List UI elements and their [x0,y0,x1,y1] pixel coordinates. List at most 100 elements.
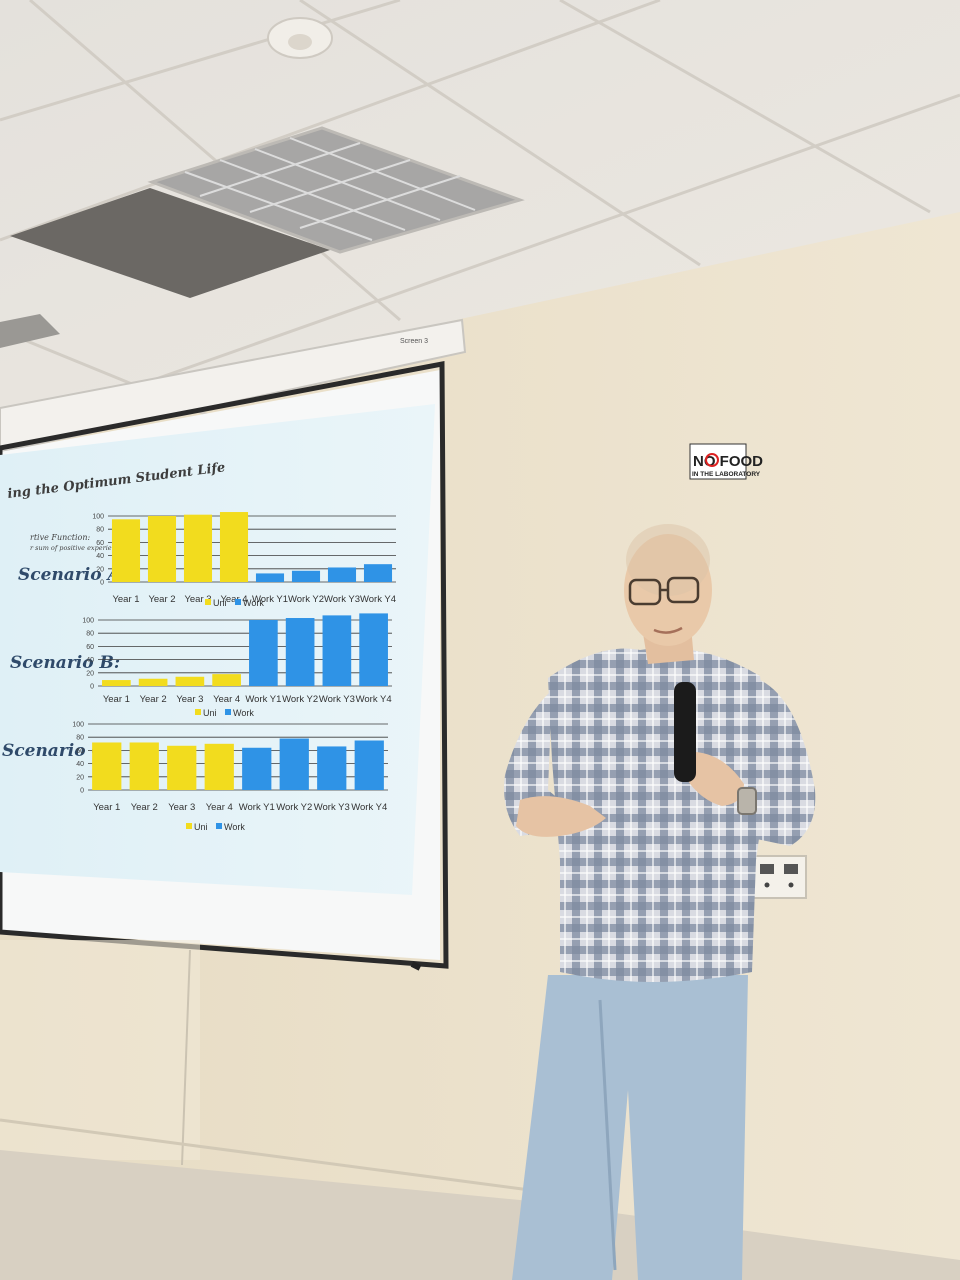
legend-swatch [235,599,241,605]
y-tick-label: 20 [86,670,94,677]
y-tick-label: 80 [96,527,104,534]
air-vent [10,188,330,298]
y-tick-label: 0 [90,684,94,691]
category-label: Year 1 [112,594,139,605]
category-label: Year 4 [213,694,240,705]
category-label: Year 2 [140,694,167,705]
category-label: Work Y4 [351,802,387,813]
bar-work-7 [317,746,347,790]
y-tick-label: 60 [96,540,104,547]
legend-label: Work [224,822,245,832]
y-tick-label: 100 [92,514,104,521]
y-tick-label: 60 [86,644,94,651]
y-tick-label: 80 [86,631,94,638]
scenario-chart-1: Scenario A:0 20 40 60 80 100 Year 1 Year 2 Year … [18,512,396,608]
right-hand [682,751,744,806]
legend-swatch [195,709,201,715]
scenario-title: Scenario C: [2,741,111,761]
category-label: Year 2 [131,802,158,813]
bar-uni-3 [167,745,197,790]
bar-work-6 [291,570,321,582]
category-label: Work Y4 [356,694,392,705]
bar-uni-3 [183,514,213,582]
projector-screen: Screen 3 [0,318,467,971]
bar-uni-3 [175,676,205,686]
bar-uni-1 [92,742,122,790]
bar-uni-4 [212,674,241,686]
y-tick-label: 0 [80,788,84,795]
bar-work-6 [279,738,309,790]
legend-swatch [216,823,222,829]
legend-label: Work [233,708,254,718]
legend-label: Uni [194,822,208,832]
y-tick-label: 40 [96,553,104,560]
presenter [504,524,816,1280]
category-label: Work Y2 [282,694,318,705]
slide-content: ing the Optimum Student Life rtive Funct… [2,460,396,832]
y-tick-label: 40 [86,657,94,664]
category-label: Work Y3 [319,694,355,705]
bar-work-7 [327,567,357,582]
jeans [512,975,748,1280]
glasses-icon [628,576,700,606]
bar-uni-1 [111,519,141,582]
bar-work-8 [354,740,384,790]
category-label: Year 1 [103,694,130,705]
bar-work-5 [255,573,285,582]
scenario-title: Scenario B: [10,653,120,673]
category-label: Year 4 [206,802,233,813]
legend-swatch [186,823,192,829]
scenario-title: Scenario A: [18,565,127,585]
category-label: Year 1 [93,802,120,813]
legend-swatch [205,599,211,605]
category-label: Year 4 [220,594,247,605]
bar-work-6 [285,618,315,686]
y-tick-label: 100 [82,618,94,625]
category-label: Year 3 [184,594,211,605]
sign-line-2: IN THE LABORATORY [692,471,761,478]
category-label: Work Y3 [324,594,360,605]
bar-uni-1 [102,680,131,686]
legend-swatch [225,709,231,715]
category-label: Work Y2 [288,594,324,605]
no-food-sign: NO FOOD IN THE LABORATORY [689,443,763,480]
bar-work-7 [322,615,352,686]
no-symbol-icon [705,453,719,467]
bar-uni-4 [219,512,249,582]
sign-line-1: NO FOOD [693,453,763,470]
scenario-chart-2: Scenario B: 0 20 40 60 80 100 Year 1 Year 2 Year … [10,613,392,718]
category-label: Year 3 [176,694,203,705]
left-hand [516,796,606,837]
category-label: Work Y1 [239,802,275,813]
category-label: Work Y3 [314,802,350,813]
wristwatch [737,787,757,815]
bar-work-8 [359,613,388,686]
y-tick-label: 60 [76,748,84,755]
legend-label: Uni [203,708,217,718]
category-label: Work Y1 [252,594,288,605]
y-tick-label: 20 [76,774,84,781]
scenario-chart-3: Scenario C: 0 20 40 60 80 100 Year 1 Year 2 Year … [2,722,388,832]
category-label: Year 2 [148,594,175,605]
y-tick-label: 40 [76,761,84,768]
power-socket [751,855,807,899]
bar-uni-4 [204,743,234,790]
objective-label: rtive Function: [30,533,90,542]
category-label: Work Y1 [245,694,281,705]
bar-uni-2 [138,678,168,686]
bar-uni-2 [129,742,159,790]
category-label: Work Y2 [276,802,312,813]
bar-uni-2 [147,516,177,582]
objective-subtitle: r sum of positive experience [30,544,123,552]
y-tick-label: 100 [72,722,84,729]
legend-label: Uni [213,598,227,608]
checkered-shirt [548,647,770,982]
y-tick-label: 0 [100,580,104,587]
bar-work-5 [249,620,278,686]
microphone [674,682,696,782]
screen-label: Screen 3 [400,338,428,345]
y-tick-label: 20 [96,566,104,573]
category-label: Work Y4 [360,594,396,605]
